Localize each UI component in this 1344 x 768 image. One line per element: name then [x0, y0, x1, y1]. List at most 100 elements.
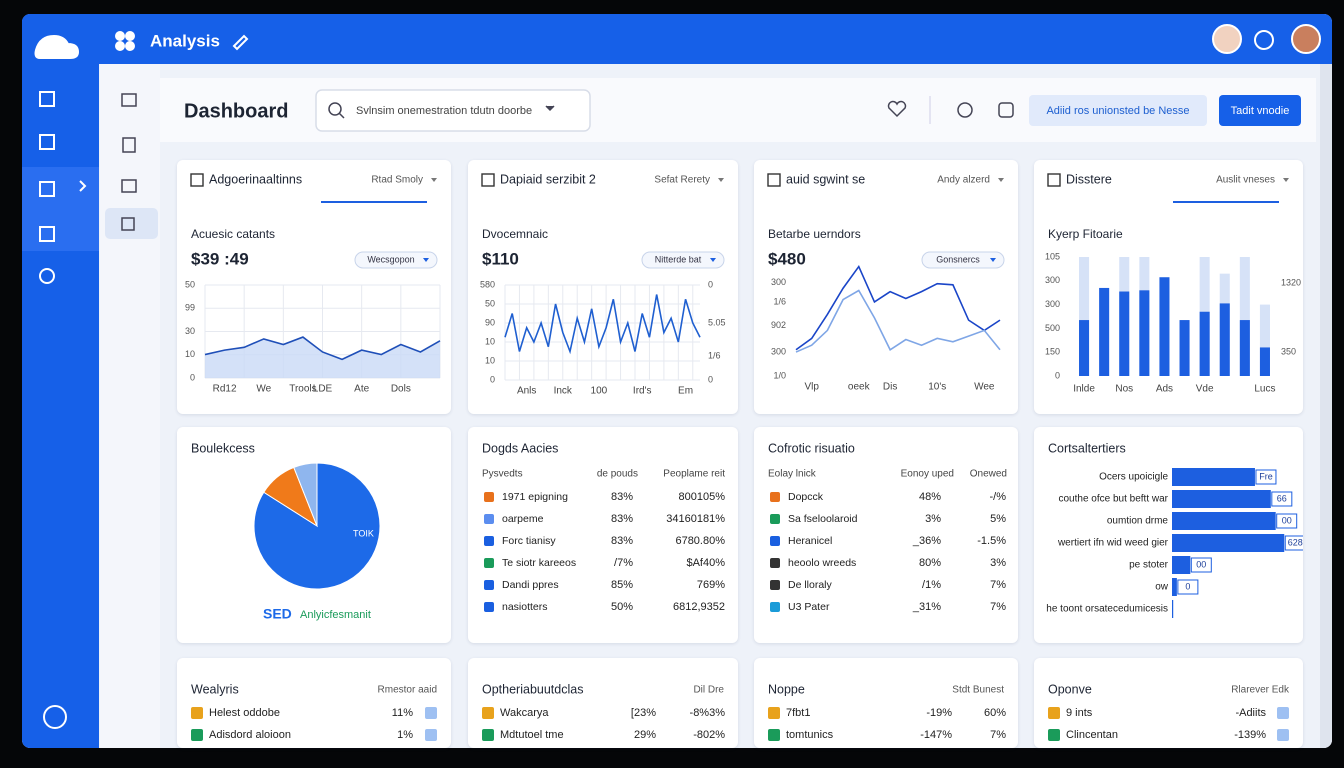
- bar: [1172, 512, 1276, 530]
- favorite-icon[interactable]: [887, 100, 907, 118]
- y2-tick-label: 0: [708, 374, 713, 384]
- row-icon: [770, 536, 780, 546]
- bar: [1139, 290, 1150, 376]
- table-cell: 83%: [611, 513, 633, 525]
- avatar[interactable]: [1212, 24, 1242, 54]
- nav-icon[interactable]: [39, 134, 55, 150]
- card-canvas: Cortsaltertiers Ocers upoicigle Fre couthe …: [1046, 441, 1303, 618]
- y-tick-label: 10: [485, 336, 495, 346]
- x-tick-label: Trools: [289, 384, 316, 395]
- nav-icon[interactable]: [39, 181, 55, 197]
- y-tick-label: 90: [485, 317, 495, 327]
- x-tick-label: LDE: [313, 384, 333, 395]
- pill-caret: [423, 258, 429, 262]
- y-tick-label: 0: [190, 372, 195, 382]
- bar-label: wertiert ifn wid weed gier: [1057, 538, 1169, 549]
- card-subtitle: Acuesic catants: [191, 227, 275, 241]
- table-cell: 6780.80%: [675, 535, 725, 547]
- share-icon[interactable]: [998, 102, 1014, 118]
- table-cell: 6812,9352: [673, 601, 725, 613]
- help-icon[interactable]: [43, 705, 67, 729]
- card-title: Optheriabuutdclas: [482, 682, 583, 696]
- dropdown-caret[interactable]: [545, 105, 555, 112]
- primary-button[interactable]: [1219, 95, 1301, 126]
- card: Adgoerinaaltinns Rtad Smoly Acuesic catant…: [177, 160, 451, 414]
- y-tick-label: 300: [1045, 275, 1060, 285]
- line: [204, 336, 441, 361]
- pill-caret: [990, 258, 996, 262]
- search-text[interactable]: Svlnsim onemestration tdutn doorbe: [356, 105, 532, 117]
- chevron[interactable]: [79, 180, 87, 192]
- status-icon[interactable]: [1254, 30, 1274, 50]
- x-tick-label: 100: [591, 386, 608, 397]
- row-icon: [482, 707, 494, 719]
- button-label[interactable]: Tadit vnodie: [1231, 105, 1290, 117]
- card-title: Dapiaid serzibit 2: [500, 172, 596, 186]
- x-tick-label: Vlp: [804, 382, 819, 393]
- bar-label: ow: [1155, 582, 1169, 593]
- card-subtitle: Betarbe uerndors: [768, 227, 861, 241]
- card: Noppe Stdt Bunest 7fbt1 -19% 60% tomtunics -14…: [754, 658, 1018, 748]
- table-cell: 1971 epigning: [502, 491, 568, 503]
- bar: [1099, 287, 1110, 376]
- x-tick-label: Inlde: [1073, 384, 1095, 395]
- notice-box: [1029, 95, 1207, 126]
- card: Dogds Aacies Pysvedts de pouds Peoplame rei…: [468, 427, 738, 643]
- dropdown-caret: [718, 178, 724, 182]
- nav-icon[interactable]: [39, 91, 55, 107]
- y-tick-label: 300: [771, 346, 786, 356]
- card: Cortsaltertiers Ocers upoicigle Fre couthe …: [1034, 427, 1303, 643]
- app-title: Analysis: [150, 31, 220, 50]
- x-tick-label: Vde: [1196, 384, 1214, 395]
- y-tick-label: 150: [1045, 347, 1060, 357]
- x-tick-label: Nos: [1115, 384, 1133, 395]
- nav-icon[interactable]: [39, 226, 55, 242]
- row-icon: [770, 492, 780, 502]
- bar: [1172, 556, 1191, 574]
- row-icon: [768, 729, 780, 741]
- row-icon: [1048, 707, 1060, 719]
- y-tick-label: 50: [485, 298, 495, 308]
- card-icon: [481, 173, 495, 187]
- row-icon: [484, 536, 494, 546]
- y-tick-label: 1/6: [773, 296, 786, 306]
- y-tick-label: 0: [1055, 370, 1060, 380]
- card-aside: Dil Dre: [693, 685, 724, 696]
- nav-icon[interactable]: [121, 217, 135, 231]
- table-cell: 34160181%: [666, 513, 725, 525]
- search-box[interactable]: [315, 89, 591, 132]
- secondary-icons: [105, 89, 1014, 239]
- card-subtitle: Dvocemnaic: [482, 227, 548, 241]
- y-tick-label: 10: [485, 355, 495, 365]
- table-cell: 7%: [990, 601, 1006, 613]
- filter: Sefat Rerety: [654, 175, 710, 186]
- nav-icon[interactable]: [122, 137, 136, 153]
- dropdown-caret: [431, 178, 437, 182]
- card-canvas: Wealyris Rmestor aaid Helest oddobe 11% Adis…: [191, 682, 437, 741]
- table-cell: U3 Pater: [788, 601, 830, 613]
- avatar[interactable]: [1291, 24, 1321, 54]
- y-tick-label: 902: [771, 320, 786, 330]
- x-tick-label: Dols: [391, 384, 411, 395]
- card: Boulekcess TOIK SED Anlyicfesmanit: [177, 427, 451, 643]
- bar: [1172, 534, 1285, 552]
- table-cell: 83%: [611, 491, 633, 503]
- table-cell: 3%: [925, 513, 941, 525]
- nav-icon[interactable]: [121, 93, 137, 107]
- sidebar-selected[interactable]: [22, 167, 99, 251]
- nav-icon[interactable]: [39, 268, 55, 284]
- table-cell: Dopcck: [788, 491, 824, 503]
- bar: [1172, 600, 1174, 618]
- nav-icon[interactable]: [121, 179, 137, 193]
- edit-icon[interactable]: [232, 34, 249, 51]
- legend-label: Anlyicfesmanit: [300, 609, 371, 621]
- selected-item[interactable]: [105, 208, 158, 239]
- bar: [1079, 257, 1090, 376]
- pill-label: Gonsnercs: [936, 254, 980, 264]
- bar-label: couthe ofce but beftt war: [1058, 494, 1168, 505]
- card-aside: Rmestor aaid: [378, 685, 437, 696]
- zoom-icon[interactable]: [957, 102, 973, 118]
- dropdown-caret: [1283, 178, 1289, 182]
- y-tick-label: 300: [1045, 299, 1060, 309]
- y2-tick-label: 0: [708, 279, 713, 289]
